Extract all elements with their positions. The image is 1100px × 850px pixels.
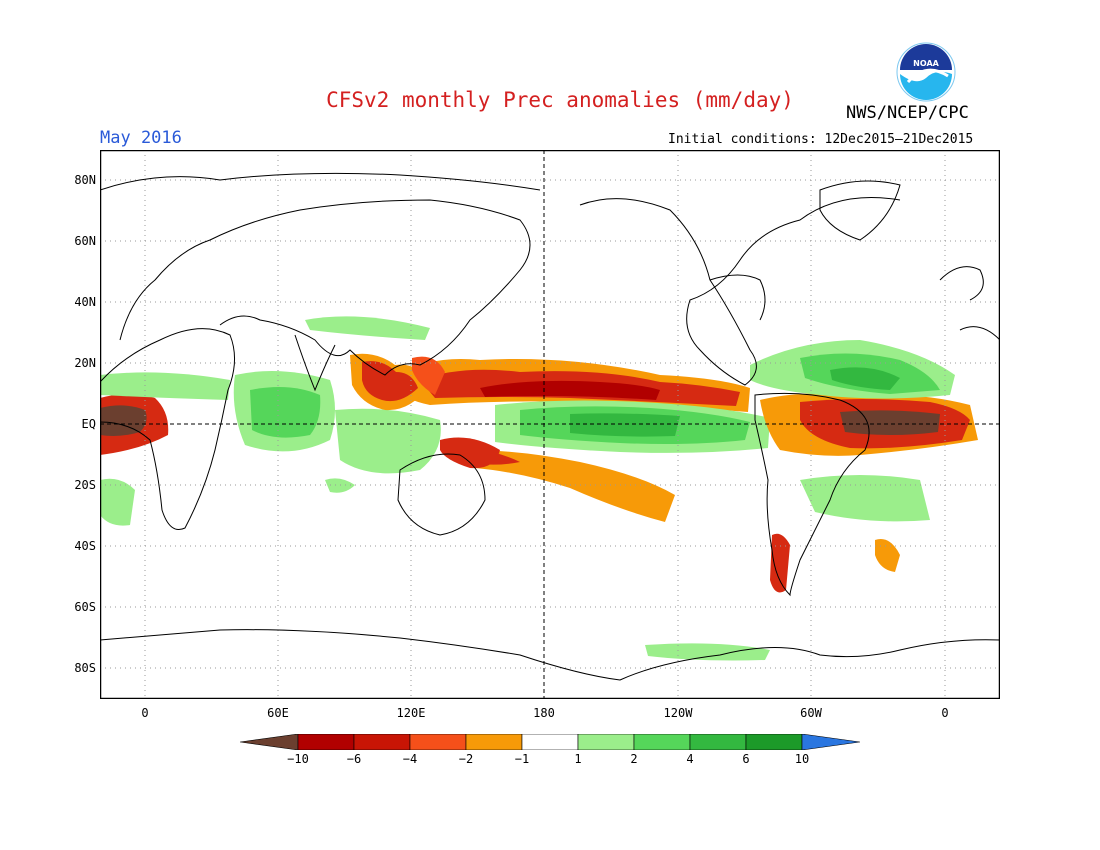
- precip-anomaly-map: [100, 150, 1000, 699]
- lat-label: 40S: [74, 539, 96, 553]
- colorbar-label: 10: [794, 752, 810, 766]
- colorbar: [240, 734, 860, 750]
- lat-label: 60S: [74, 600, 96, 614]
- lat-label: EQ: [81, 417, 96, 431]
- agency-label: NWS/NCEP/CPC: [846, 103, 969, 123]
- lat-label: 20N: [74, 356, 96, 370]
- chart-title: CFSv2 monthly Prec anomalies (mm/day): [326, 88, 794, 112]
- lat-label: 20S: [74, 478, 96, 492]
- lon-label: 0: [141, 706, 149, 720]
- colorbar-label: 1: [574, 752, 582, 766]
- colorbar-label: −1: [514, 752, 530, 766]
- lon-label: 60E: [267, 706, 289, 720]
- svg-text:NOAA: NOAA: [913, 59, 939, 68]
- lat-label: 40N: [74, 295, 96, 309]
- lat-label: 60N: [74, 234, 96, 248]
- lat-label: 80N: [74, 173, 96, 187]
- colorbar-label: 6: [742, 752, 750, 766]
- colorbar-label: −6: [346, 752, 362, 766]
- graticule: [100, 150, 1000, 699]
- noaa-logo: NOAA: [896, 42, 956, 102]
- lon-label: 120E: [396, 706, 426, 720]
- coastlines: [100, 172, 1000, 681]
- lon-label: 120W: [663, 706, 693, 720]
- colorbar-label: 2: [630, 752, 638, 766]
- colorbar-label: −10: [287, 752, 309, 766]
- initial-conditions: Initial conditions: 12Dec2015–21Dec2015: [668, 132, 974, 147]
- colorbar-label: −4: [402, 752, 418, 766]
- lon-label: 180: [533, 706, 555, 720]
- lat-label: 80S: [74, 661, 96, 675]
- colorbar-label: 4: [686, 752, 694, 766]
- forecast-month: May 2016: [100, 128, 182, 148]
- anomaly-shading: [100, 316, 978, 661]
- lon-label: 60W: [800, 706, 822, 720]
- lon-label: 0: [941, 706, 949, 720]
- colorbar-label: −2: [458, 752, 474, 766]
